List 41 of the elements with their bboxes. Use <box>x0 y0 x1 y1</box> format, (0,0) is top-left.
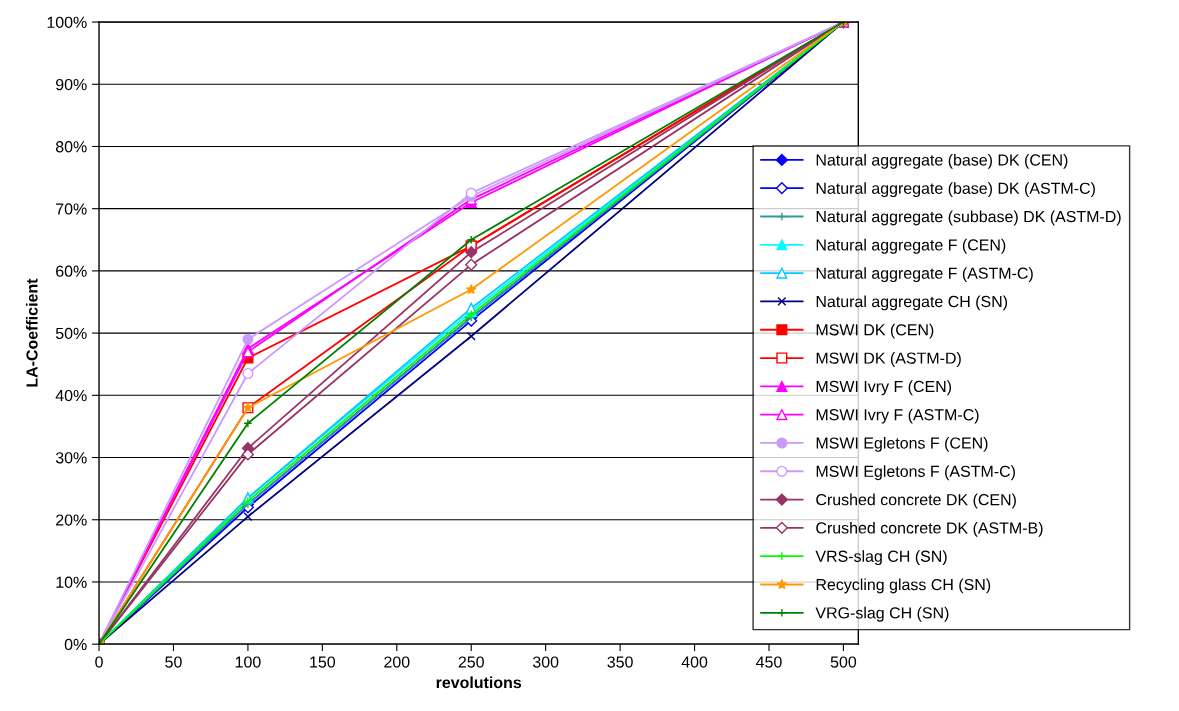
legend-label: Natural aggregate F (ASTM-C) <box>816 267 1033 283</box>
legend-label: Natural aggregate CH (SN) <box>816 295 1008 311</box>
y-tick-label: 70% <box>56 203 87 215</box>
legend-label: Natural aggregate (base) DK (ASTM-C) <box>816 182 1095 198</box>
y-tick-label: 50% <box>55 327 87 340</box>
x-tick-label: 100 <box>235 656 261 668</box>
legend-label: MSWI Ivry F (CEN) <box>816 380 952 396</box>
x-tick-label: 350 <box>607 656 633 668</box>
legend-label: Recycling glass CH (SN) <box>816 578 991 594</box>
x-tick-label: 450 <box>756 656 782 668</box>
y-tick-label: 20% <box>56 514 87 526</box>
y-tick-label: 40% <box>55 389 87 402</box>
x-tick-label: 0 <box>95 656 103 668</box>
y-axis-title: LA-Coefficient <box>25 278 38 387</box>
x-tick-label: 400 <box>681 656 708 668</box>
x-tick-label: 200 <box>384 656 410 668</box>
y-tick-label: 10% <box>56 576 87 588</box>
y-tick-label: 100% <box>47 16 87 28</box>
x-tick-label: 250 <box>458 656 484 668</box>
x-axis-title: revolutions <box>436 676 522 689</box>
y-tick-label: 30% <box>55 452 87 464</box>
legend-label: VRG-slag CH (SN) <box>815 606 949 622</box>
x-tick-label: 50 <box>165 656 182 668</box>
y-tick-label: 90% <box>56 78 87 91</box>
x-tick-label: 300 <box>532 656 559 668</box>
y-tick-label: 80% <box>55 141 87 153</box>
x-tick-label: 500 <box>830 656 857 668</box>
legend-label: Natural aggregate (subbase) DK (ASTM-D) <box>816 210 1121 226</box>
x-tick-label: 150 <box>310 656 336 668</box>
legend-label: MSWI Ivry F (ASTM-C) <box>816 408 979 424</box>
y-tick-label: 0% <box>64 638 87 651</box>
legend-label: Natural aggregate F (CEN) <box>816 238 1006 254</box>
legend-label: Crushed concrete DK (ASTM-B) <box>816 521 1043 537</box>
legend-label: MSWI Egletons F (CEN) <box>816 436 988 452</box>
legend-label: Crushed concrete DK (CEN) <box>816 493 1016 509</box>
legend-label: VRS-slag CH (SN) <box>815 550 947 566</box>
y-tick-label: 60% <box>56 265 87 277</box>
legend-label: MSWI DK (ASTM-D) <box>816 352 961 367</box>
legend-label: Natural aggregate (base) DK (CEN) <box>816 153 1068 169</box>
legend-label: MSWI Egletons F (ASTM-C) <box>816 465 1015 481</box>
legend-label: MSWI DK (CEN) <box>816 323 934 339</box>
